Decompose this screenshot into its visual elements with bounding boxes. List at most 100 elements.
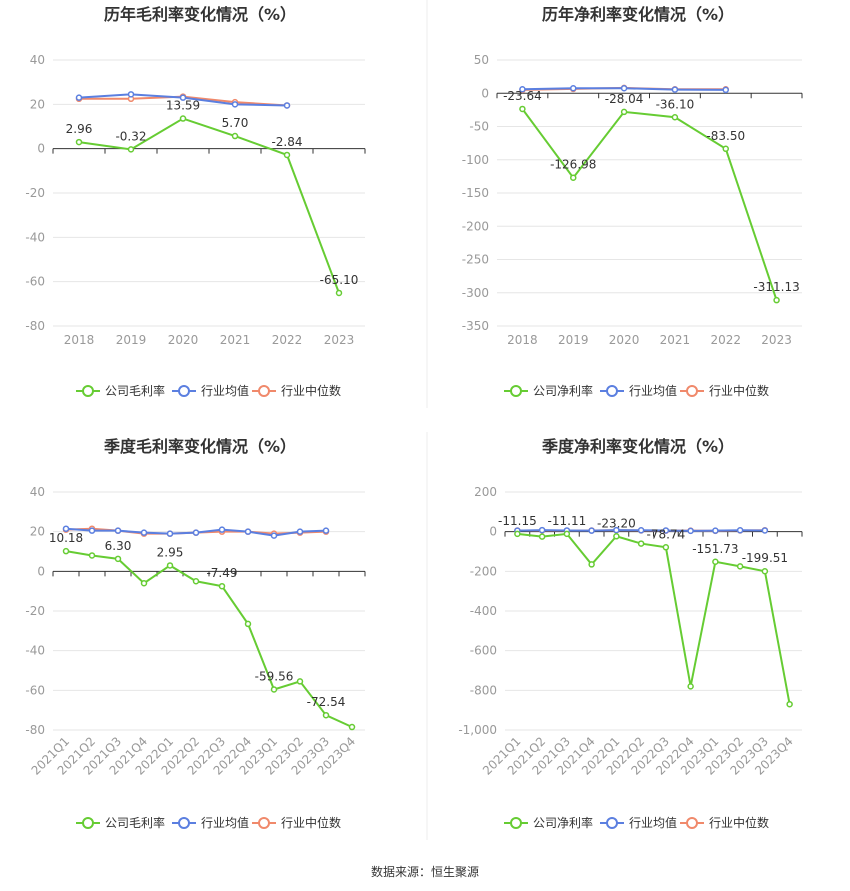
y-tick-label: -60 <box>25 683 45 697</box>
y-tick-label: -150 <box>462 186 489 200</box>
series-line-1 <box>521 108 778 301</box>
legend-item-3[interactable]: 行业中位数 <box>680 815 769 830</box>
data-label: -23.20 <box>597 516 636 530</box>
data-label: -59.56 <box>255 669 294 683</box>
y-tick-label: -400 <box>470 604 497 618</box>
data-point <box>736 527 744 534</box>
data-point <box>114 555 122 563</box>
data-point <box>671 114 679 121</box>
x-tick-label: 2023 <box>324 333 355 347</box>
legend-label: 公司毛利率 <box>105 815 165 830</box>
data-label: -78.74 <box>647 527 686 541</box>
series-line-1 <box>78 117 340 294</box>
data-point <box>786 700 793 708</box>
x-tick-label: 2018 <box>64 333 95 347</box>
legend-item-1[interactable]: 公司毛利率 <box>76 383 165 398</box>
data-point <box>127 146 135 153</box>
x-tick-label: 2020 <box>168 333 199 347</box>
legend-item-3[interactable]: 行业中位数 <box>252 815 341 830</box>
y-tick-label: -100 <box>462 153 489 167</box>
chart-title: 季度净利率变化情况（%） <box>541 437 734 456</box>
data-label: -2.84 <box>271 135 302 149</box>
y-tick-label: -40 <box>25 230 45 244</box>
legend-item-1[interactable]: 公司净利率 <box>504 815 593 830</box>
data-point <box>88 552 96 559</box>
y-tick-label: -80 <box>25 319 45 333</box>
data-point <box>283 102 291 109</box>
y-tick-label: -1,000 <box>458 723 497 737</box>
data-label: -311.13 <box>753 280 799 294</box>
data-point <box>519 86 526 93</box>
y-tick-label: -250 <box>462 253 489 267</box>
chart-title: 季度毛利率变化情况（%） <box>103 437 296 456</box>
data-label: -83.50 <box>706 129 745 143</box>
data-point <box>613 533 620 540</box>
legend-marker <box>686 385 698 397</box>
legend-marker <box>82 385 94 397</box>
data-point <box>127 91 135 98</box>
data-point <box>75 94 83 101</box>
x-tick-label: 2023 <box>761 333 792 347</box>
data-point <box>722 145 729 153</box>
y-tick-label: -60 <box>25 275 45 289</box>
data-point <box>637 527 645 534</box>
x-tick-label: 2022 <box>710 333 741 347</box>
x-tick-label: 2019 <box>558 333 589 347</box>
data-point <box>620 85 628 92</box>
legend-item-1[interactable]: 公司毛利率 <box>76 815 165 830</box>
legend-label: 行业均值 <box>629 383 677 398</box>
legend-label: 公司净利率 <box>533 383 593 398</box>
legend-item-2[interactable]: 行业均值 <box>172 815 249 830</box>
data-point <box>620 108 628 116</box>
y-tick-label: -200 <box>470 564 497 578</box>
data-point <box>218 526 226 533</box>
data-point <box>588 561 595 568</box>
data-label: -199.51 <box>742 551 788 565</box>
data-point <box>538 533 546 540</box>
y-tick-label: 40 <box>30 485 45 499</box>
legend-marker <box>258 817 270 829</box>
data-label: -0.32 <box>115 129 146 143</box>
data-label: 6.30 <box>105 539 132 553</box>
data-point <box>192 529 200 536</box>
data-point <box>761 527 769 534</box>
x-tick-label: 2018 <box>507 333 538 347</box>
data-point <box>231 132 239 140</box>
data-label: -72.54 <box>307 695 346 709</box>
y-tick-label: 50 <box>474 53 489 67</box>
legend-item-3[interactable]: 行业中位数 <box>680 383 769 398</box>
y-tick-label: 200 <box>474 485 497 499</box>
legend-item-1[interactable]: 公司净利率 <box>504 383 593 398</box>
legend-marker <box>258 385 270 397</box>
data-point <box>270 686 278 693</box>
data-point <box>736 563 744 570</box>
data-point <box>296 678 304 685</box>
data-label: -126.98 <box>550 158 596 172</box>
data-point <box>637 540 645 547</box>
legend-label: 行业均值 <box>629 815 677 830</box>
legend-item-2[interactable]: 行业均值 <box>172 383 249 398</box>
legend-item-3[interactable]: 行业中位数 <box>252 383 341 398</box>
legend-item-2[interactable]: 行业均值 <box>600 383 677 398</box>
y-tick-label: -800 <box>470 683 497 697</box>
data-point <box>283 151 291 159</box>
data-point <box>140 579 148 587</box>
legend-label: 行业均值 <box>201 815 249 830</box>
data-point <box>335 289 343 297</box>
data-point <box>348 723 356 731</box>
x-tick-label: 2020 <box>609 333 640 347</box>
chart-panel-4: 季度净利率变化情况（%）2000-200-400-600-800-1,00020… <box>458 437 803 830</box>
data-point <box>722 86 729 94</box>
data-label: 2.95 <box>157 545 184 559</box>
x-tick-label: 2019 <box>116 333 147 347</box>
data-point <box>588 527 595 534</box>
data-point <box>179 94 187 101</box>
legend-item-2[interactable]: 行业均值 <box>600 815 677 830</box>
chart-title: 历年毛利率变化情况（%） <box>104 5 296 24</box>
data-source-note: 数据来源：恒生聚源 <box>371 864 479 879</box>
data-point <box>570 174 577 181</box>
legend-label: 行业均值 <box>201 383 249 398</box>
data-point <box>687 683 694 690</box>
data-label: -151.73 <box>692 542 738 556</box>
